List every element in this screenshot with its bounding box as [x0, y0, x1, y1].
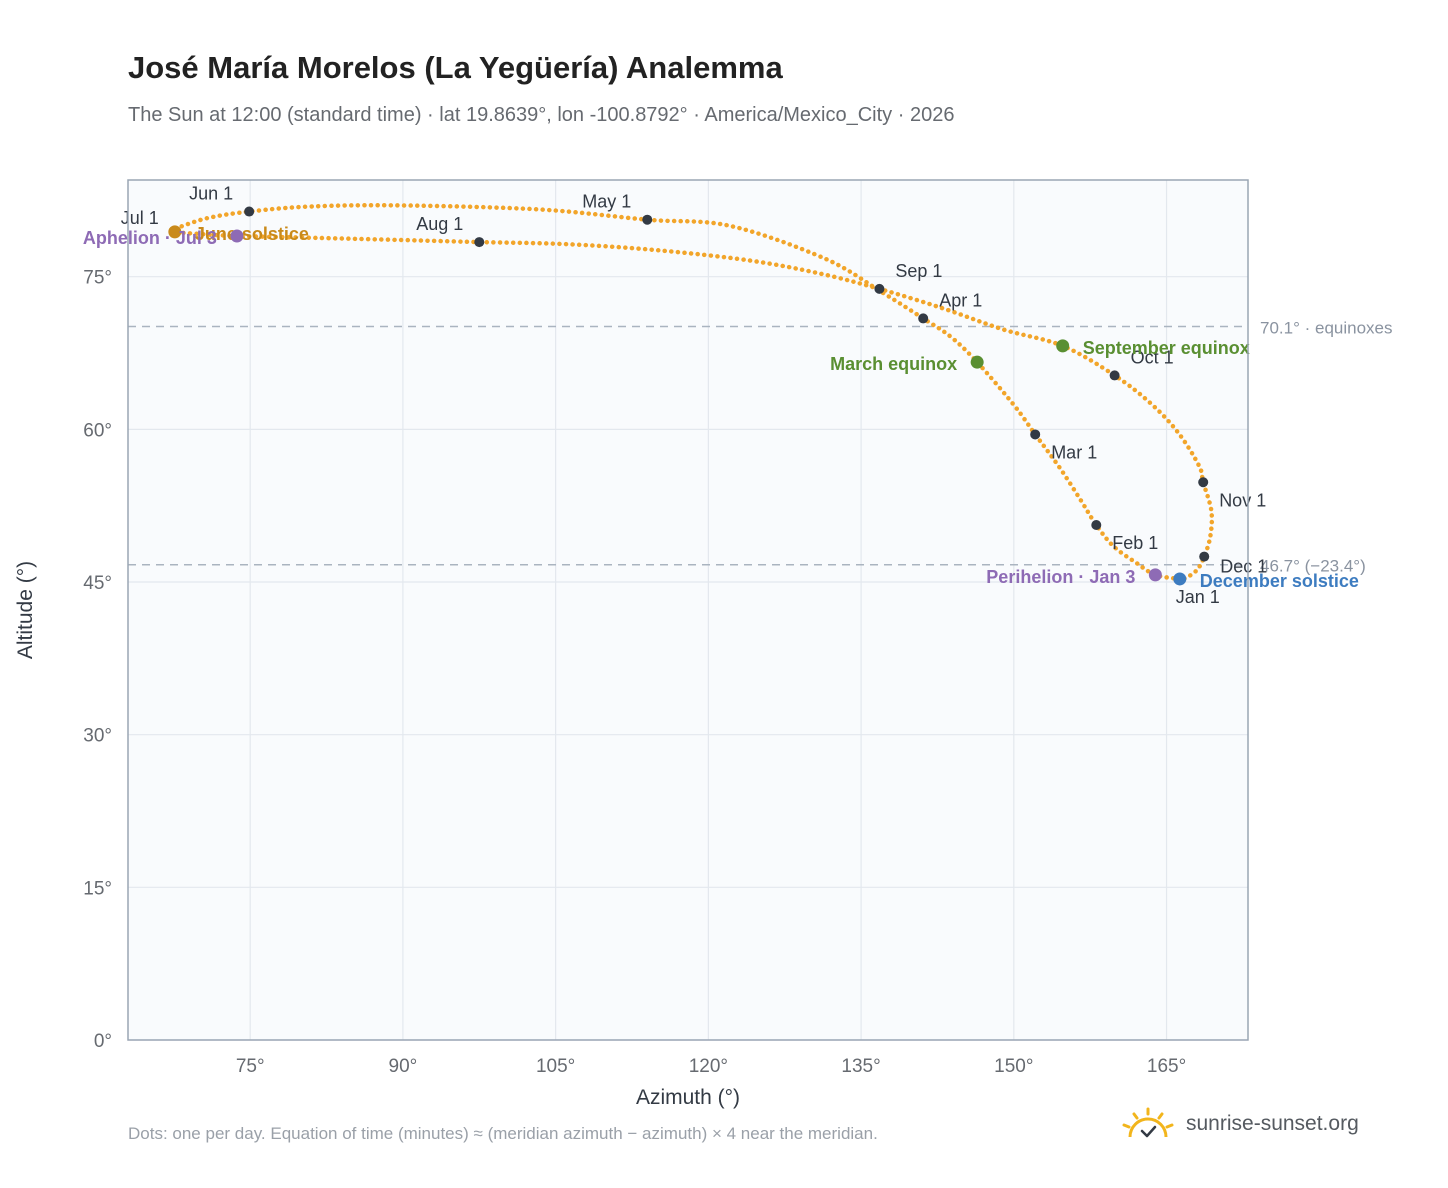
month-marker: [1030, 429, 1041, 440]
x-axis-label: Azimuth (°): [636, 1086, 740, 1109]
month-label: Nov 1: [1219, 490, 1266, 510]
month-marker: [642, 214, 653, 225]
month-label: May 1: [582, 192, 631, 212]
event-marker: [1056, 339, 1070, 353]
event-marker: [1148, 568, 1162, 582]
reference-lines: 70.1° · equinoxes 46.7° (−23.4°): [128, 319, 1393, 576]
month-label: Sep 1: [895, 261, 942, 281]
event-markers: March equinox September equinox June solst…: [83, 224, 1359, 591]
footnote: Dots: one per day. Equation of time (min…: [128, 1124, 878, 1143]
event-marker: [1173, 572, 1187, 586]
event-marker: [168, 225, 182, 239]
y-tick-label: 45°: [83, 573, 112, 594]
month-label: Jan 1: [1176, 587, 1220, 607]
x-tick-label: 105°: [536, 1056, 575, 1077]
axes: 75° 90° 105° 120° 135° 150° 165° 0° 15° 30° 45° 60°…: [14, 268, 1186, 1109]
month-marker: [244, 206, 255, 217]
reference-line-label: 46.7° (−23.4°): [1260, 557, 1366, 576]
x-tick-label: 90°: [389, 1056, 418, 1077]
chart-subtitle: The Sun at 12:00 (standard time) · lat 1…: [128, 104, 955, 126]
event-marker: [230, 229, 244, 243]
y-tick-label: 0°: [94, 1031, 112, 1052]
month-label: Mar 1: [1051, 442, 1097, 462]
event-label: Perihelion · Jan 3: [986, 567, 1135, 587]
plot-background: [128, 180, 1248, 1040]
x-tick-label: 75°: [236, 1056, 265, 1077]
x-tick-label: 135°: [841, 1056, 880, 1077]
x-tick-label: 165°: [1147, 1056, 1186, 1077]
month-marker: [1198, 477, 1209, 488]
month-label: Jun 1: [189, 184, 233, 204]
month-marker: [474, 237, 485, 248]
month-marker: [918, 313, 929, 324]
x-tick-label: 120°: [689, 1056, 728, 1077]
event-label: Aphelion · Jul 3: [83, 228, 217, 248]
plot-frame: [127, 179, 1249, 1041]
event-label: March equinox: [830, 354, 957, 374]
event-marker: [970, 355, 984, 369]
y-axis-label: Altitude (°): [14, 561, 37, 659]
event-label: June solstice: [195, 224, 309, 244]
chart-title: José María Morelos (La Yegüería) Analemm…: [128, 50, 783, 85]
sun-logo-icon: [1122, 1107, 1174, 1138]
month-label: Jul 1: [121, 208, 159, 228]
brand-text[interactable]: sunrise-sunset.org: [1186, 1112, 1359, 1135]
y-tick-label: 30°: [83, 726, 112, 747]
event-label: December solstice: [1200, 571, 1359, 591]
month-marker: [874, 283, 885, 294]
month-label: Aug 1: [416, 214, 463, 234]
y-tick-label: 75°: [83, 268, 112, 289]
month-marker: [1091, 520, 1102, 531]
reference-line-label: 70.1° · equinoxes: [1260, 319, 1393, 338]
month-marker: [1199, 551, 1210, 562]
month-label: Oct 1: [1131, 347, 1174, 367]
month-label: Dec 1: [1220, 557, 1267, 577]
month-label: Apr 1: [939, 290, 982, 310]
brand[interactable]: sunrise-sunset.org: [1122, 1104, 1359, 1144]
month-label: Feb 1: [1112, 533, 1158, 553]
y-tick-label: 15°: [83, 878, 112, 899]
y-tick-label: 60°: [83, 420, 112, 441]
month-marker: [1109, 370, 1120, 381]
x-tick-label: 150°: [994, 1056, 1033, 1077]
event-label: September equinox: [1083, 338, 1250, 358]
